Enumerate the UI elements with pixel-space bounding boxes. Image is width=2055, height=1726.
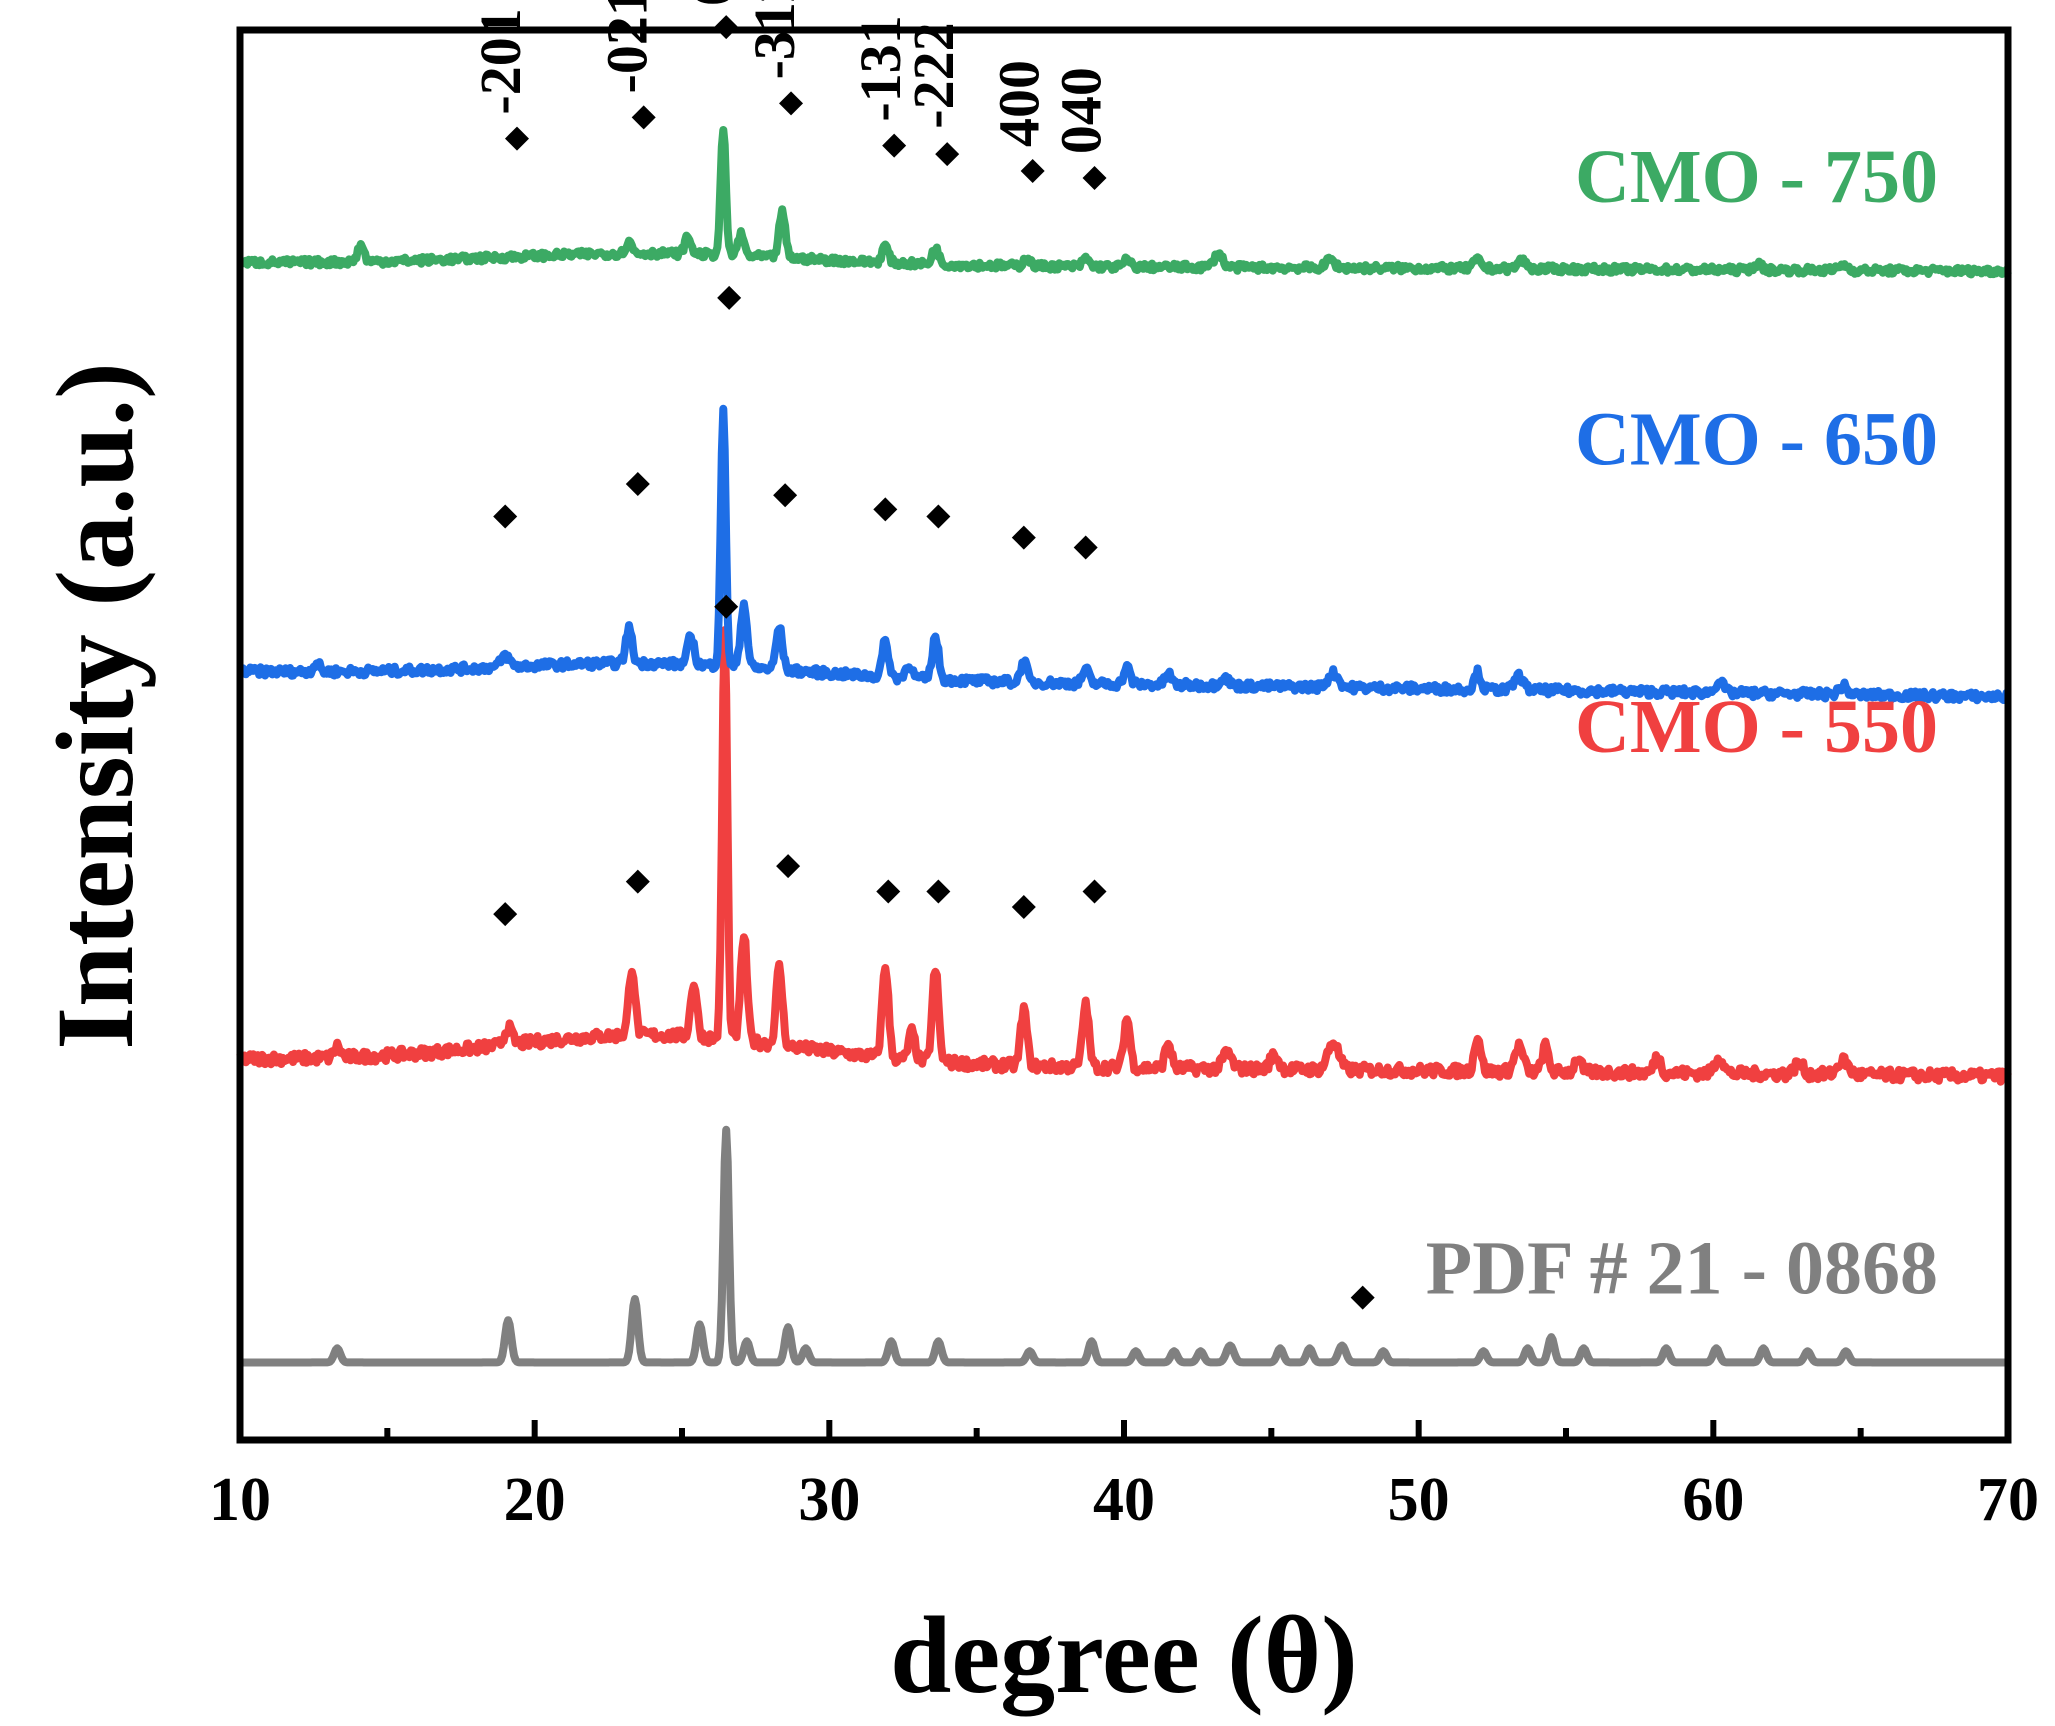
peak-marker-pdf-21-0868 (1350, 1285, 1375, 1310)
marker-layer (493, 15, 1375, 1310)
series-line-pdf-21-0868 (237, 1125, 2011, 1367)
hkl-annotation: -021 (595, 0, 660, 94)
hkl-annotation: 400 (987, 60, 1052, 147)
series-label-cmo-750: CMO - 750 (1575, 135, 1938, 219)
x-axis-ticks: 10 20 30 40 50 60 70 (209, 1420, 2039, 1534)
peak-marker-cmo-650 (493, 504, 518, 529)
peak-marker-cmo-550 (625, 869, 650, 894)
series-label-pdf-21-0868: PDF # 21 - 0868 (1426, 1226, 1938, 1310)
peak-marker-cmo-750 (935, 142, 960, 167)
peak-marker-cmo-650 (1011, 525, 1036, 550)
peak-marker-cmo-550 (1011, 895, 1036, 920)
peak-marker-cmo-550 (1082, 879, 1107, 904)
peak-marker-cmo-550 (876, 879, 901, 904)
peak-marker-cmo-750 (1020, 159, 1045, 183)
hkl-annotation: 002 (680, 0, 745, 6)
hkl-annotation: -311 (742, 0, 807, 79)
series-label-cmo-650: CMO - 650 (1575, 397, 1938, 481)
peak-marker-cmo-750 (631, 105, 656, 130)
peak-marker-cmo-550 (493, 902, 518, 927)
peak-marker-cmo-750 (779, 91, 804, 116)
peak-marker-cmo-550 (776, 854, 801, 879)
series-label-layer: PDF # 21 - 0868 CMO - 550 CMO - 650 CMO - 7… (1426, 135, 1938, 1310)
hkl-annotation: -222 (901, 22, 966, 128)
y-axis-title: Intensity (a.u.) (34, 362, 156, 1050)
x-tick-label: 70 (1977, 1466, 2039, 1534)
peak-marker-cmo-650 (873, 497, 898, 522)
hkl-annotation: 040 (1048, 67, 1113, 154)
x-tick-label: 60 (1682, 1466, 1744, 1534)
series-label-cmo-550: CMO - 550 (1575, 685, 1938, 769)
peak-marker-cmo-650 (926, 504, 951, 529)
x-axis-title: degree (θ) (890, 1594, 1358, 1716)
peak-marker-cmo-650 (625, 472, 650, 497)
peak-marker-cmo-750 (882, 133, 907, 158)
peak-marker-cmo-750 (504, 126, 529, 151)
x-tick-label: 10 (209, 1466, 271, 1534)
x-tick-label: 50 (1388, 1466, 1450, 1534)
peak-marker-cmo-650 (1073, 535, 1098, 560)
series-layer (236, 126, 2012, 1367)
peak-marker-cmo-550 (714, 594, 739, 619)
hkl-annotation: -201 (468, 8, 533, 114)
peak-marker-cmo-550 (926, 879, 951, 904)
peak-marker-cmo-750 (1082, 166, 1107, 191)
series-line-cmo-650 (236, 404, 2011, 705)
peak-marker-cmo-650 (717, 285, 742, 310)
x-tick-label: 30 (798, 1466, 860, 1534)
peak-marker-cmo-650 (773, 483, 798, 508)
series-line-cmo-750 (236, 126, 2012, 279)
x-tick-label: 20 (504, 1466, 566, 1534)
series-line-cmo-550 (236, 626, 2012, 1086)
x-tick-label: 40 (1093, 1466, 1155, 1534)
